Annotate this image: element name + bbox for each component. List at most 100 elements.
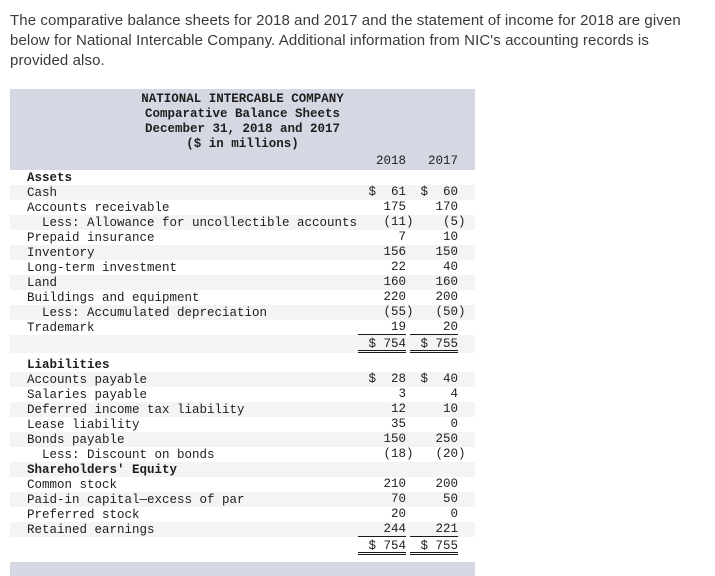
row-label: Buildings and equipment bbox=[27, 290, 200, 305]
row-label: Retained earnings bbox=[27, 522, 155, 537]
amount-value: $ 754 bbox=[368, 539, 406, 553]
amount-2017: (20) bbox=[410, 447, 465, 462]
row-label: Less: Discount on bonds bbox=[42, 447, 215, 462]
amount-value: 170 bbox=[435, 200, 458, 214]
amount-value: (11) bbox=[383, 215, 414, 229]
amount-value: 156 bbox=[383, 245, 406, 259]
table-row-preferred-stock: Preferred stock 20 0 bbox=[10, 507, 475, 522]
column-headers-row: 2018 2017 bbox=[10, 152, 475, 170]
row-label: Paid-in capital—excess of par bbox=[27, 492, 245, 507]
amount-2018: 244 bbox=[358, 522, 406, 537]
amount-2017: 250 bbox=[410, 432, 458, 447]
amount-2017: 0 bbox=[410, 507, 458, 522]
amount-value: 50 bbox=[442, 492, 458, 506]
amount-2017: 0 bbox=[410, 417, 458, 432]
amount-2018: 12 bbox=[358, 402, 406, 417]
title-line: December 31, 2018 and 2017 bbox=[144, 122, 341, 136]
amount-value: 10 bbox=[442, 402, 458, 416]
amount-value: $ 61 bbox=[368, 185, 406, 199]
amount-value: 40 bbox=[442, 260, 458, 274]
amount-value: 3 bbox=[398, 387, 406, 401]
amount-value: $ 755 bbox=[420, 337, 458, 351]
row-label: Lease liability bbox=[27, 417, 140, 432]
table-row-prepaid-insurance: Prepaid insurance 7 10 bbox=[10, 230, 475, 245]
amount-value: (55) bbox=[383, 305, 414, 319]
amount-2018: 22 bbox=[358, 260, 406, 275]
amount-2018: 175 bbox=[358, 200, 406, 215]
amount-value: 0 bbox=[450, 417, 458, 431]
table-row-assets: Assets bbox=[10, 170, 475, 185]
table-row-buildings-and-equipment: Buildings and equipment 220 200 bbox=[10, 290, 475, 305]
amount-2018: (18) bbox=[358, 447, 413, 462]
amount-value: $ 754 bbox=[368, 337, 406, 351]
amount-value: 200 bbox=[435, 477, 458, 491]
amount-2017: $ 755 bbox=[410, 537, 458, 555]
row-label: Bonds payable bbox=[27, 432, 125, 447]
amount-2018: (11) bbox=[358, 215, 413, 230]
amount-value: 4 bbox=[450, 387, 458, 401]
amount-2017: 10 bbox=[410, 402, 458, 417]
amount-value: (5) bbox=[442, 215, 466, 229]
amount-2017: $ 60 bbox=[410, 185, 458, 200]
table-row-deferred-income-tax-liability: Deferred income tax liability 12 10 bbox=[10, 402, 475, 417]
amount-2018: $ 754 bbox=[358, 335, 406, 353]
row-label: Inventory bbox=[27, 245, 95, 260]
amount-2018: 156 bbox=[358, 245, 406, 260]
amount-2017: 4 bbox=[410, 387, 458, 402]
amount-2017: 160 bbox=[410, 275, 458, 290]
table-row-bonds-payable: Bonds payable 150 250 bbox=[10, 432, 475, 447]
balance-sheet-rows: Assets Cash $ 61 $ 60 Accounts receivable 175… bbox=[10, 170, 475, 555]
amount-2018: 160 bbox=[358, 275, 406, 290]
table-row-salaries-payable: Salaries payable 3 4 bbox=[10, 387, 475, 402]
amount-value: 220 bbox=[383, 290, 406, 304]
amount-value: (18) bbox=[383, 447, 414, 461]
row-label: Less: Accumulated depreciation bbox=[42, 305, 268, 320]
amount-value: 150 bbox=[435, 245, 458, 259]
title-line: Comparative Balance Sheets bbox=[144, 107, 341, 121]
table-row-liabilities: Liabilities bbox=[10, 357, 475, 372]
row-label: Accounts payable bbox=[27, 372, 148, 387]
table-row-less-accumulated-depreciation: Less: Accumulated depreciation (55) (50) bbox=[10, 305, 475, 320]
amount-value: 250 bbox=[435, 432, 458, 446]
amount-2018: 3 bbox=[358, 387, 406, 402]
amount-2017: (50) bbox=[410, 305, 465, 320]
amount-value: $ 60 bbox=[420, 185, 458, 199]
amount-2017: $ 40 bbox=[410, 372, 458, 387]
table-row-accounts-payable: Accounts payable $ 28 $ 40 bbox=[10, 372, 475, 387]
amount-2018: 150 bbox=[358, 432, 406, 447]
amount-value: 200 bbox=[435, 290, 458, 304]
amount-value: 12 bbox=[390, 402, 406, 416]
table-row-shareholders-equity: Shareholders' Equity bbox=[10, 462, 475, 477]
amount-value: 160 bbox=[383, 275, 406, 289]
row-label: Cash bbox=[27, 185, 58, 200]
amount-value: 244 bbox=[383, 522, 406, 536]
amount-value: 10 bbox=[442, 230, 458, 244]
amount-value: 7 bbox=[398, 230, 406, 244]
row-label: Prepaid insurance bbox=[27, 230, 155, 245]
amount-2017: $ 755 bbox=[410, 335, 458, 353]
amount-2017: 50 bbox=[410, 492, 458, 507]
amount-2018: $ 61 bbox=[358, 185, 406, 200]
table-row-less-allowance-for-uncollectible-accounts: Less: Allowance for uncollectible accoun… bbox=[10, 215, 475, 230]
title-line: NATIONAL INTERCABLE COMPANY bbox=[141, 92, 344, 106]
amount-2018: 220 bbox=[358, 290, 406, 305]
row-label: Deferred income tax liability bbox=[27, 402, 245, 417]
title-line: ($ in millions) bbox=[186, 137, 299, 151]
amount-2018: 20 bbox=[358, 507, 406, 522]
amount-value: 19 bbox=[390, 320, 406, 334]
row-label: Liabilities bbox=[27, 357, 110, 372]
amount-value: 22 bbox=[390, 260, 406, 274]
amount-2017: 221 bbox=[410, 522, 458, 537]
row-label: Common stock bbox=[27, 477, 118, 492]
amount-2017: 20 bbox=[410, 320, 458, 335]
row-label: Preferred stock bbox=[27, 507, 140, 522]
amount-2018: 7 bbox=[358, 230, 406, 245]
row-label: Trademark bbox=[27, 320, 95, 335]
amount-value: 175 bbox=[383, 200, 406, 214]
amount-2018: 210 bbox=[358, 477, 406, 492]
amount-2017: 200 bbox=[410, 477, 458, 492]
amount-2017: 40 bbox=[410, 260, 458, 275]
row-label: Assets bbox=[27, 170, 73, 185]
amount-value: $ 755 bbox=[420, 539, 458, 553]
amount-value: 210 bbox=[383, 477, 406, 491]
